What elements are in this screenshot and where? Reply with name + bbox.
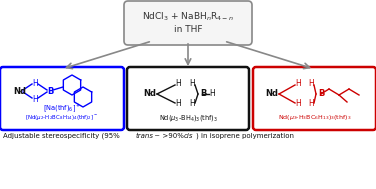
Text: H: H [308, 80, 314, 88]
Text: Nd: Nd [143, 90, 156, 98]
Text: B: B [318, 90, 324, 98]
Text: trans: trans [136, 133, 154, 139]
Text: H: H [32, 78, 38, 88]
Text: H: H [295, 80, 301, 88]
Text: Nd($\mu_3$-H$_3$BC$_6$H$_{13}$)$_3$(thf)$_3$: Nd($\mu_3$-H$_3$BC$_6$H$_{13}$)$_3$(thf)… [278, 114, 352, 122]
Text: NdCl$_3$ + NaBH$_n$R$_{4-n}$: NdCl$_3$ + NaBH$_n$R$_{4-n}$ [142, 11, 234, 23]
Text: Nd: Nd [14, 87, 26, 95]
Text: ~ >90%: ~ >90% [152, 133, 186, 139]
Text: Nd($\mu_3$-BH$_4$)$_3$(thf)$_3$: Nd($\mu_3$-BH$_4$)$_3$(thf)$_3$ [159, 113, 217, 123]
Text: Adjustable stereospecificity (95%: Adjustable stereospecificity (95% [3, 133, 122, 139]
Text: H: H [295, 99, 301, 108]
FancyBboxPatch shape [127, 67, 249, 130]
Text: H: H [175, 80, 181, 88]
Text: in THF: in THF [174, 25, 202, 33]
FancyBboxPatch shape [124, 1, 252, 45]
Text: [Na(thf)$_6$]$^+$: [Na(thf)$_6$]$^+$ [43, 102, 81, 114]
Text: H: H [209, 90, 215, 98]
Text: H: H [308, 99, 314, 108]
Text: [Nd($\mu_2$-H$_2$BC$_8$H$_{14}$)$_4$(thf)$_2$]$^-$: [Nd($\mu_2$-H$_2$BC$_8$H$_{14}$)$_4$(thf… [25, 114, 99, 122]
Text: B: B [47, 87, 53, 95]
FancyBboxPatch shape [0, 67, 124, 130]
Text: H: H [32, 94, 38, 104]
FancyBboxPatch shape [253, 67, 376, 130]
Text: H: H [189, 80, 195, 88]
Text: H: H [189, 99, 195, 108]
Text: cis: cis [184, 133, 194, 139]
Text: Nd: Nd [265, 90, 278, 98]
Text: B: B [200, 90, 206, 98]
Text: H: H [175, 99, 181, 108]
Text: ) in isoprene polymerization: ) in isoprene polymerization [196, 133, 294, 139]
